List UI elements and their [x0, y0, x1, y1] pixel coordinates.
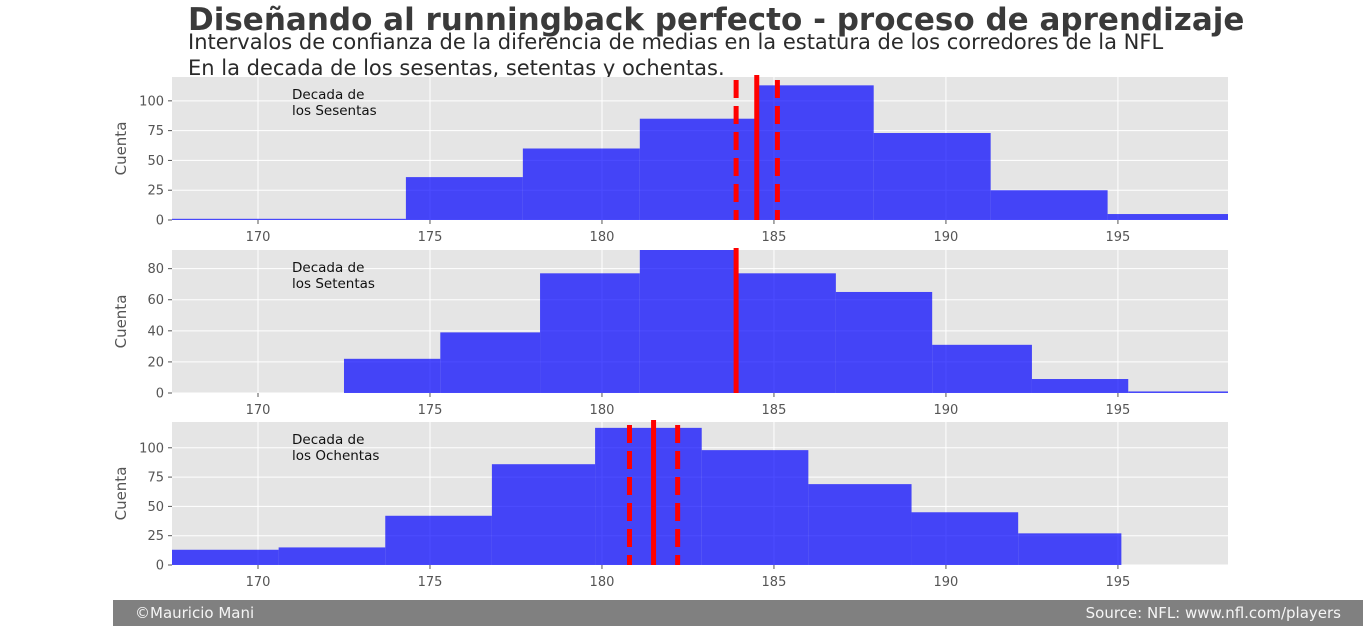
- histogram-bar: [491, 464, 596, 565]
- y-axis-label: Cuenta: [112, 467, 130, 521]
- decade-annotation-line-2: los Ochentas: [292, 448, 379, 464]
- histogram-bar: [1107, 214, 1228, 220]
- x-tick-label: 195: [1106, 575, 1131, 590]
- histogram-bar: [873, 133, 991, 220]
- y-tick-label: 0: [156, 559, 164, 574]
- histogram-bar: [405, 177, 523, 220]
- histogram-bar: [440, 332, 541, 393]
- x-tick-label: 185: [762, 403, 787, 418]
- y-tick-label: 100: [139, 441, 164, 456]
- x-tick-label: 190: [934, 230, 959, 245]
- x-tick-label: 170: [246, 403, 271, 418]
- y-tick-label: 50: [147, 500, 164, 515]
- histogram-bar: [540, 273, 640, 393]
- y-axis-label: Cuenta: [112, 122, 130, 176]
- x-tick-label: 170: [246, 230, 271, 245]
- footer-source: Source: NFL: www.nfl.com/players: [1085, 604, 1341, 622]
- histogram-bar: [1128, 391, 1228, 393]
- y-tick-label: 50: [147, 154, 164, 169]
- footer-credit: ©Mauricio Mani: [135, 604, 255, 622]
- x-tick-label: 185: [762, 575, 787, 590]
- histogram-bar: [172, 218, 406, 220]
- histogram-bar: [932, 344, 1032, 393]
- decade-annotation-line-1: Decada de: [292, 87, 364, 103]
- histogram-bar: [1031, 379, 1129, 393]
- histogram-bar: [835, 291, 933, 393]
- histogram-bar: [639, 250, 737, 393]
- histogram-bar: [639, 118, 757, 220]
- y-tick-label: 20: [147, 355, 164, 370]
- histogram-panels: 170 175 180 185 190 195 0 25 50 75 100 Cuenta Decada…: [112, 75, 1228, 590]
- x-tick-label: 190: [934, 403, 959, 418]
- x-tick-label: 175: [418, 230, 443, 245]
- page-subtitle: Intervalos de confianza de la diferencia…: [188, 29, 1163, 81]
- x-tick-label: 195: [1106, 403, 1131, 418]
- y-tick-label: 80: [147, 262, 164, 277]
- histogram-bar: [343, 358, 441, 393]
- histogram-bar: [756, 85, 874, 220]
- x-tick-label: 175: [418, 403, 443, 418]
- y-tick-label: 100: [139, 94, 164, 109]
- page-title: Diseñando al runningback perfecto - proc…: [188, 2, 1245, 38]
- histogram-bar: [522, 148, 640, 220]
- histogram-panel-1: 170 175 180 185 190 195 0 25 50 75 100 Cuenta Decada…: [112, 75, 1228, 245]
- decade-annotation-line-1: Decada de: [292, 260, 364, 276]
- decade-annotation-line-2: los Setentas: [292, 276, 375, 292]
- histogram-bar: [385, 515, 492, 565]
- histogram-bar: [736, 273, 836, 393]
- subtitle-line-2: En la decada de los sesentas, setentas y…: [188, 56, 725, 80]
- x-tick-label: 190: [934, 575, 959, 590]
- x-tick-label: 180: [590, 403, 615, 418]
- y-tick-label: 0: [156, 387, 164, 402]
- y-tick-label: 40: [147, 324, 164, 339]
- y-tick-label: 60: [147, 293, 164, 308]
- histogram-panel-3: 170 175 180 185 190 195 0 25 50 75 100 Cuenta Decada…: [112, 420, 1228, 590]
- y-tick-label: 75: [147, 124, 164, 139]
- histogram-panel-2: 170 175 180 185 190 195 0 20 40 60 80 Cuenta Decada …: [112, 248, 1228, 418]
- y-tick-label: 25: [147, 529, 164, 544]
- histogram-bar: [990, 190, 1108, 220]
- subtitle-line-1: Intervalos de confianza de la diferencia…: [188, 30, 1164, 54]
- histogram-bar: [701, 450, 809, 565]
- histogram-bar: [278, 547, 386, 565]
- histogram-bar: [595, 427, 702, 565]
- histogram-bar: [1018, 533, 1122, 565]
- x-tick-label: 185: [762, 230, 787, 245]
- footer-bar: ©Mauricio Mani Source: NFL: www.nfl.com/…: [113, 600, 1363, 626]
- histogram-bar: [911, 512, 1019, 565]
- histogram-bar: [172, 549, 279, 565]
- x-tick-label: 180: [590, 230, 615, 245]
- decade-annotation-line-1: Decada de: [292, 432, 364, 448]
- x-tick-label: 175: [418, 575, 443, 590]
- y-tick-label: 0: [156, 214, 164, 229]
- x-tick-label: 170: [246, 575, 271, 590]
- histogram-bar: [808, 484, 912, 565]
- y-tick-label: 75: [147, 471, 164, 486]
- y-tick-label: 25: [147, 184, 164, 199]
- x-tick-label: 195: [1106, 230, 1131, 245]
- x-tick-label: 180: [590, 575, 615, 590]
- decade-annotation-line-2: los Sesentas: [292, 103, 377, 119]
- y-axis-label: Cuenta: [112, 295, 130, 349]
